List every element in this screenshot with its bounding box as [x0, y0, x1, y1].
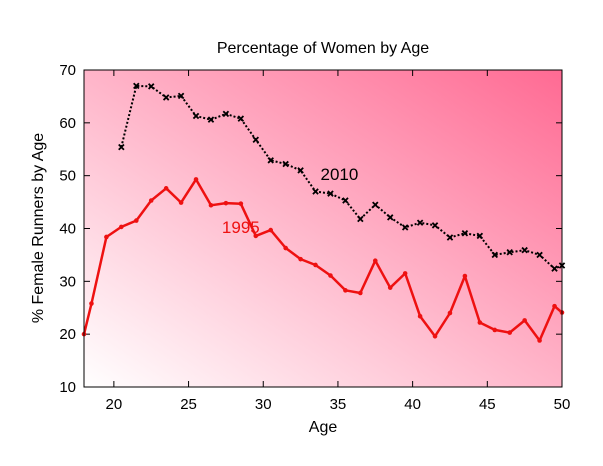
annotation-layer: 2010 1995 — [222, 165, 358, 237]
data-point — [551, 265, 558, 272]
data-point — [298, 256, 303, 262]
data-point — [536, 251, 543, 259]
chart-title: Percentage of Women by Age — [217, 40, 429, 57]
data-point — [431, 222, 439, 229]
data-point — [133, 218, 139, 223]
data-point — [446, 234, 454, 241]
data-point — [268, 227, 274, 233]
annotation-label: 2010 — [321, 165, 359, 184]
data-point — [163, 186, 169, 191]
y-tick-label: 10 — [59, 379, 76, 396]
data-point — [342, 197, 349, 204]
data-point — [223, 200, 229, 206]
data-point — [328, 273, 333, 278]
data-point — [387, 285, 393, 290]
series-2010 — [118, 82, 566, 272]
x-tick-label: 35 — [330, 396, 347, 413]
data-point — [343, 288, 348, 293]
data-point — [283, 245, 288, 251]
data-point — [537, 338, 542, 343]
data-point — [207, 116, 215, 123]
data-point — [104, 234, 109, 240]
data-point — [162, 94, 170, 101]
y-axis-title: % Female Runners by Age — [30, 133, 47, 323]
series-layer — [81, 82, 566, 343]
data-point — [282, 160, 289, 168]
x-tick-label: 25 — [180, 396, 197, 413]
data-point — [267, 157, 274, 164]
x-tick-label: 45 — [479, 396, 496, 413]
data-point — [118, 143, 125, 151]
y-tick-label: 40 — [59, 221, 76, 238]
data-point — [297, 167, 304, 174]
x-tick-label: 30 — [255, 396, 272, 413]
data-point — [417, 313, 423, 319]
plot-frame — [83, 69, 563, 388]
y-tick-label: 70 — [59, 62, 76, 79]
x-tick-label: 50 — [554, 396, 571, 413]
x-tick-label: 40 — [404, 396, 421, 413]
data-point — [357, 215, 364, 223]
data-point — [447, 310, 453, 316]
data-point — [327, 190, 334, 197]
annotation-label: 1995 — [222, 218, 260, 237]
plot-background — [84, 70, 562, 387]
data-point — [477, 320, 483, 325]
data-point — [177, 92, 185, 100]
data-point — [358, 290, 363, 296]
y-tick-label: 30 — [59, 273, 76, 290]
series-line-1995 — [82, 178, 563, 342]
data-point — [237, 115, 245, 122]
y-tick-label: 60 — [59, 115, 76, 132]
data-point — [192, 112, 200, 120]
data-point — [462, 273, 468, 279]
data-point — [401, 224, 409, 231]
data-point — [253, 233, 259, 239]
data-point — [148, 198, 154, 203]
data-point — [492, 327, 498, 333]
y-tick-label: 20 — [59, 326, 76, 343]
data-point — [507, 330, 513, 335]
data-point — [522, 318, 527, 323]
x-axis-title: Age — [309, 419, 338, 436]
data-point — [252, 136, 260, 143]
data-point — [491, 251, 499, 259]
data-point — [461, 230, 469, 237]
data-point — [222, 110, 230, 118]
data-point — [402, 271, 408, 276]
data-point — [372, 201, 379, 208]
data-point — [386, 214, 394, 221]
data-point — [552, 303, 557, 309]
data-point — [313, 262, 318, 268]
y-tick-label: 50 — [59, 168, 76, 185]
data-point — [133, 82, 140, 90]
data-point — [416, 219, 424, 226]
data-point — [89, 301, 94, 306]
data-point — [147, 83, 155, 90]
series-1995 — [81, 177, 565, 343]
data-point — [178, 200, 184, 205]
data-point — [119, 224, 124, 230]
data-point — [208, 202, 214, 208]
data-point — [476, 232, 484, 240]
data-point — [372, 258, 378, 264]
x-tick-label: 20 — [106, 396, 123, 413]
data-point — [432, 333, 438, 339]
data-point — [238, 201, 244, 206]
data-point — [506, 249, 513, 256]
data-point — [312, 188, 319, 195]
data-point — [193, 177, 199, 182]
data-point — [521, 246, 528, 254]
